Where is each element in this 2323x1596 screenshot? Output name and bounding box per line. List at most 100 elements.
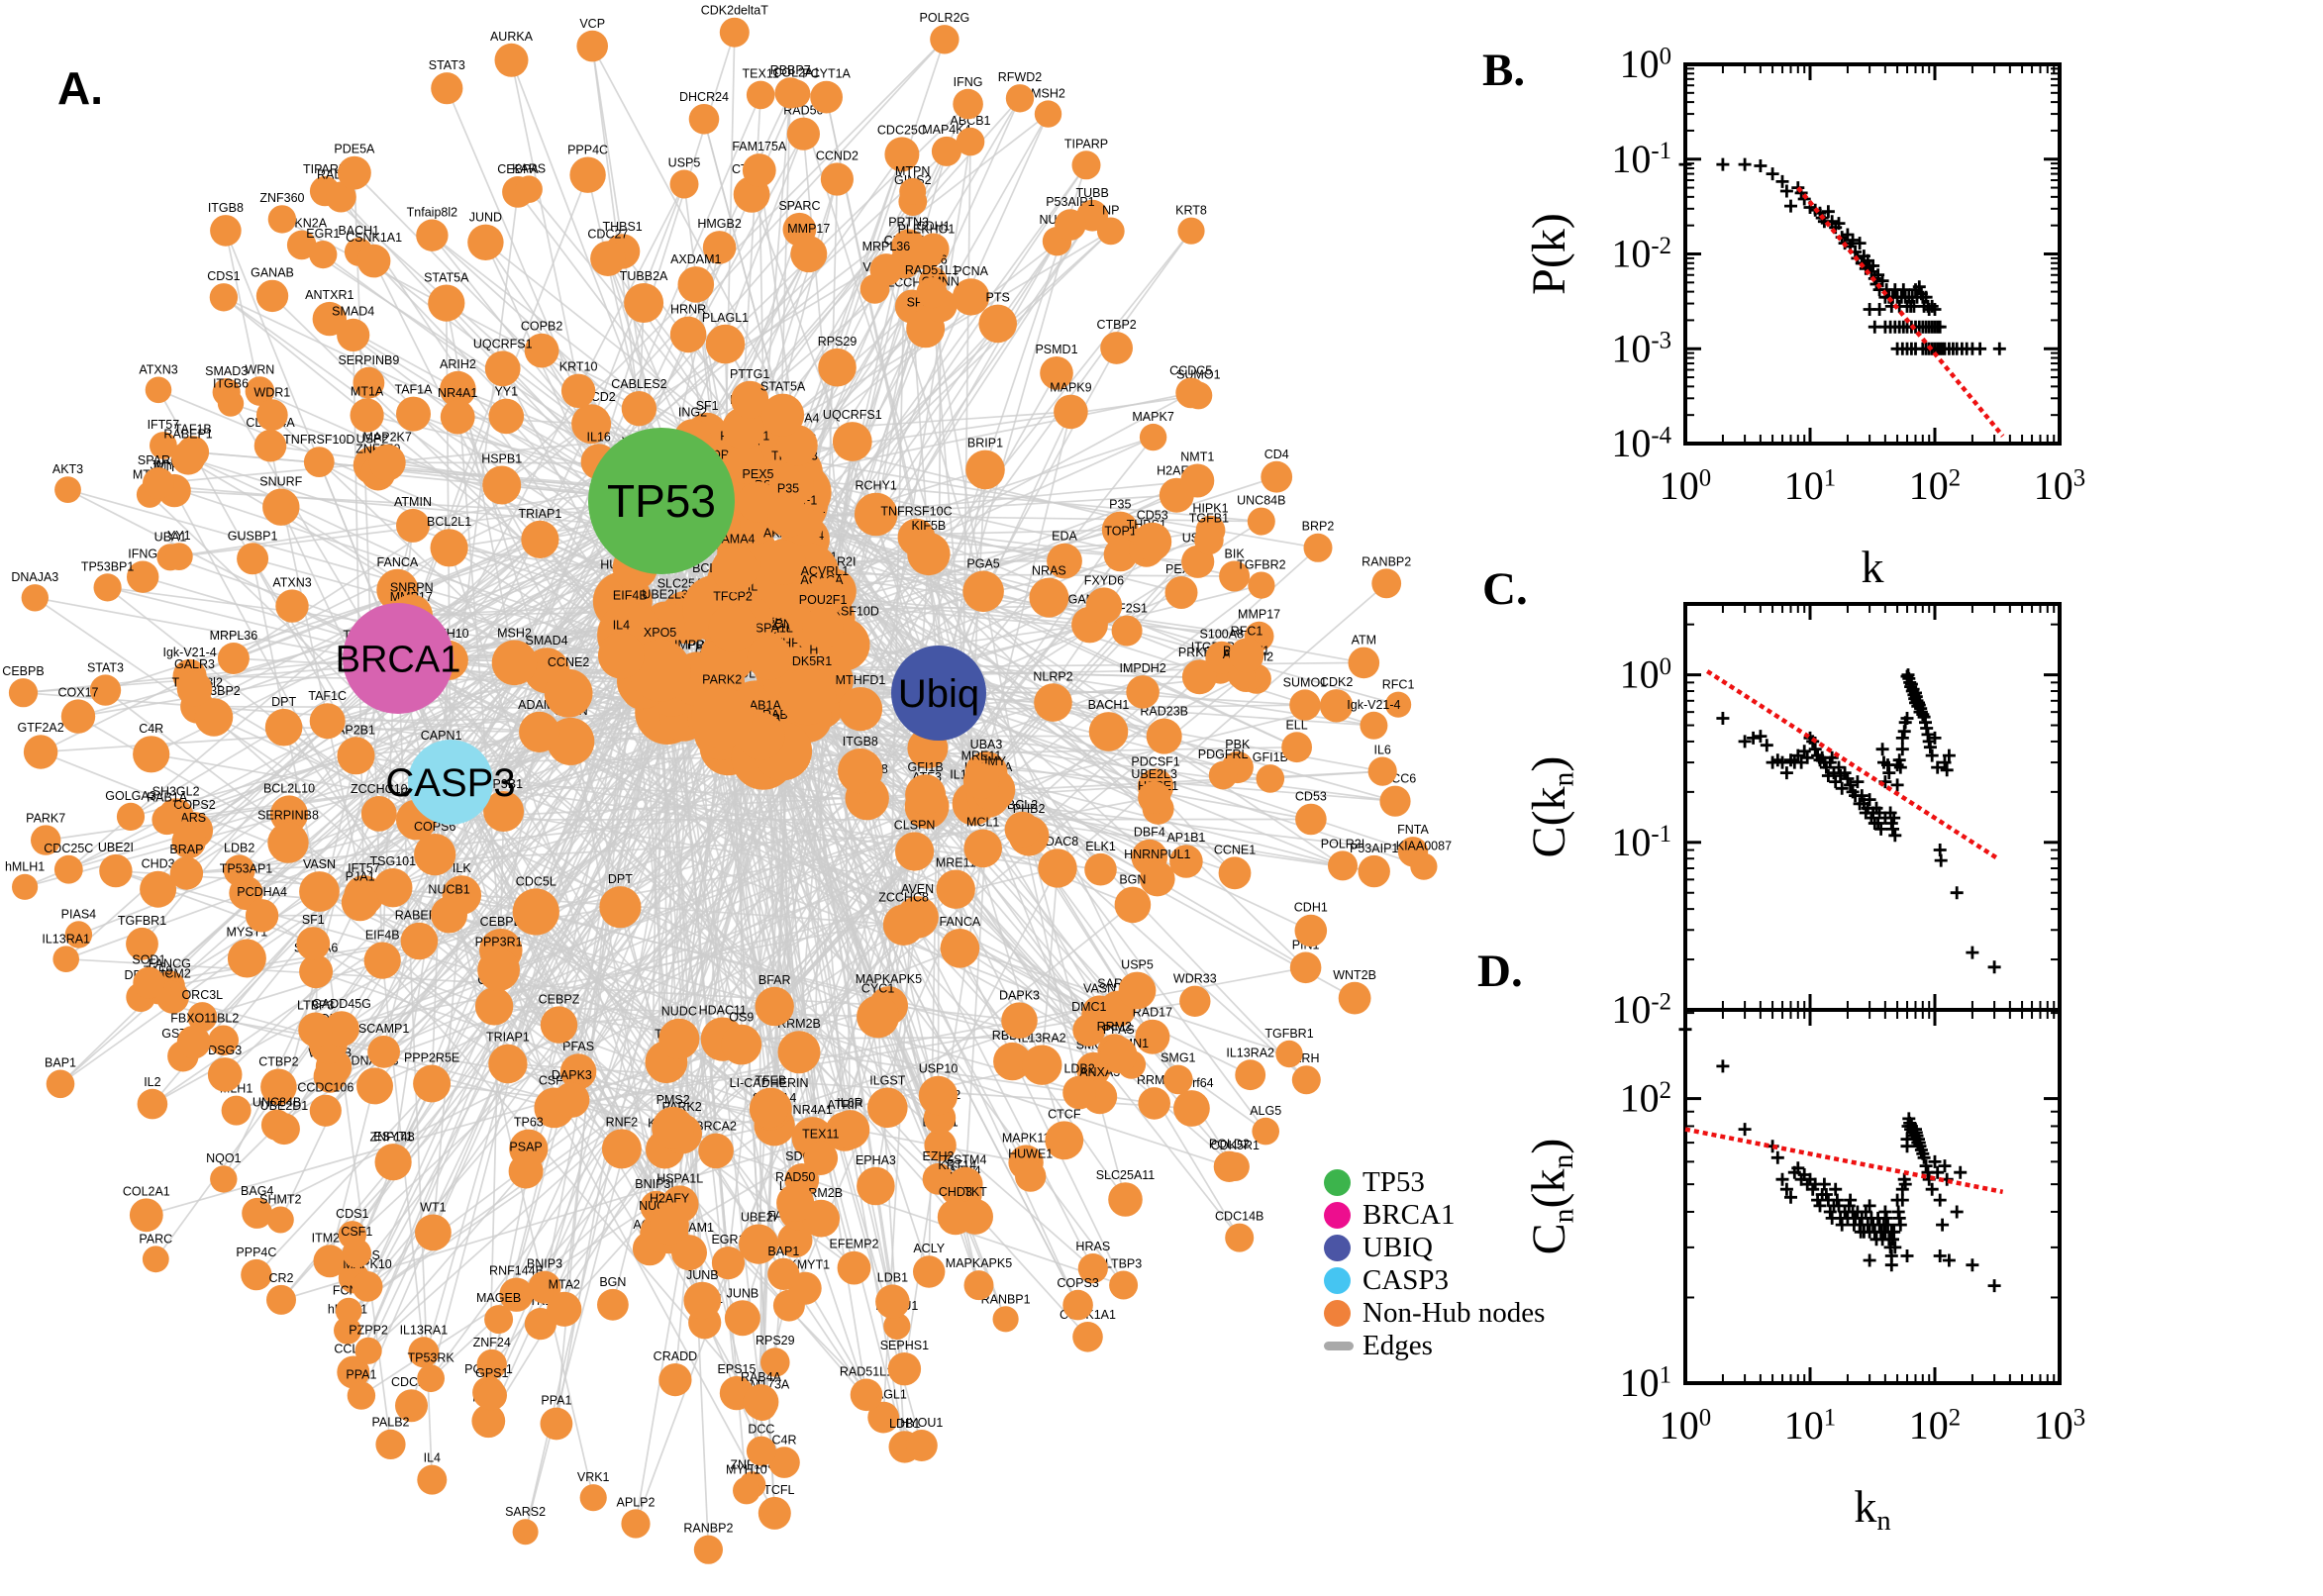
network-node-label: SF1 (302, 913, 325, 927)
network-node-label: SPARC (138, 453, 179, 467)
network-node (750, 1089, 788, 1129)
fit-line (1684, 1127, 2004, 1195)
network-node-label: PPA1 (346, 1367, 376, 1381)
network-node-label: PEX5 (743, 467, 774, 481)
network-node (142, 1246, 169, 1273)
network-node-label: GANAB (251, 266, 294, 280)
network-node (1100, 332, 1133, 364)
network-node-label: P53AIP1 (1046, 195, 1094, 209)
network-node (724, 1300, 760, 1337)
network-node-label: PARK2 (702, 673, 742, 687)
network-node (767, 495, 809, 538)
network-node (733, 1476, 760, 1505)
network-node (54, 476, 81, 503)
network-node-label: HSPA1L (747, 621, 793, 635)
network-node (1218, 856, 1252, 890)
network-node-label: MRPL36 (210, 629, 258, 643)
network-node (1219, 560, 1251, 592)
network-node (924, 1129, 957, 1161)
network-node (484, 350, 521, 387)
network-node (857, 1166, 895, 1206)
hub-node-ubiq (891, 646, 986, 741)
network-node (528, 1270, 561, 1304)
network-node-label: CDC25C (877, 123, 927, 137)
network-node (777, 1031, 821, 1074)
network-node-label: DHCR24 (679, 90, 729, 104)
network-node-label: PARK7 (26, 811, 65, 825)
network-node (1261, 460, 1293, 493)
network-node-label: BAP1 (45, 1055, 76, 1069)
network-node-label: BACH1 (338, 224, 379, 238)
network-node (884, 137, 920, 172)
network-node (1248, 571, 1275, 599)
network-node (350, 398, 384, 433)
network-node-label: ILGST (869, 1074, 905, 1088)
network-node-label: BACH1 (1088, 698, 1130, 712)
network-node-label: ZNF148 (370, 1130, 415, 1144)
network-node-label: MAPK11 (1002, 1131, 1050, 1145)
network-node (940, 929, 980, 968)
network-node-label: USP5 (668, 156, 701, 170)
network-node-label: MSH2 (1031, 86, 1065, 100)
edge-swatch-icon (1324, 1342, 1354, 1350)
network-node-label: COL2A1 (772, 65, 820, 79)
network-node-label: ZCCHC8 (878, 890, 929, 904)
network-node-label: HSPA1L (656, 1171, 703, 1185)
network-node (334, 1316, 361, 1345)
hub-node-brca1 (343, 603, 454, 714)
network-node (298, 1012, 334, 1047)
scatter-points (1678, 157, 2006, 355)
network-node (1289, 689, 1321, 721)
network-node (127, 560, 159, 593)
network-node-label: SMAD4 (526, 634, 568, 648)
network-node-label: IFT57 (148, 418, 180, 432)
network-node (176, 670, 213, 707)
network-node (1045, 1121, 1084, 1160)
network-node-label: UBE2D1 (260, 1099, 309, 1113)
network-node (338, 155, 371, 190)
network-node (1005, 84, 1035, 113)
network-node-label: SHMT2 (259, 1193, 301, 1207)
legend-item-brca1: BRCA1 (1324, 1199, 1545, 1232)
network-node (207, 1057, 243, 1092)
network-node (1133, 522, 1172, 561)
network-node (711, 1247, 746, 1280)
network-node (31, 825, 61, 855)
network-node (857, 995, 900, 1039)
y-tick-label: 102 (1620, 1076, 1671, 1121)
network-node-label: PDE5A (334, 143, 375, 156)
network-node-label: PDCSF1 (1131, 754, 1179, 768)
network-node-label: ZNF24 (473, 1336, 511, 1349)
legend-item-ubiq: UBIQ (1324, 1232, 1545, 1264)
network-node-label: NUCB1 (428, 883, 469, 897)
network-node (1085, 587, 1123, 624)
network-node (671, 1235, 707, 1271)
network-node-label: WRN (245, 362, 274, 376)
network-node-label: RAB4A (741, 1370, 782, 1384)
network-node (375, 1429, 406, 1459)
network-node-label: ITGB8 (208, 201, 244, 215)
scatter-points (1716, 668, 2001, 974)
network-node-label: PPP4C (236, 1246, 276, 1259)
network-node (337, 1355, 370, 1389)
network-node-label: EZH2 (923, 1149, 955, 1163)
network-node (768, 1446, 800, 1478)
network-node-label: PTTG1 (730, 367, 769, 381)
network-node-label: CD53 (1295, 790, 1327, 804)
network-node-label: CDS1 (336, 1207, 368, 1221)
network-node-label: CABLES2 (611, 377, 666, 391)
network-node-label: IL4 (424, 1451, 441, 1465)
network-node (683, 1281, 722, 1320)
chart-b: 100 101 102 103 100 10-1 10-2 10-3 10-4 k P(k) (1523, 42, 2085, 592)
network-node-label: HRAS (1075, 1240, 1110, 1253)
network-node-label: SMAD3 (205, 364, 248, 378)
network-node (854, 492, 898, 537)
network-node-label: TFCP2 (713, 590, 753, 604)
network-node (1295, 803, 1327, 836)
network-node (21, 584, 49, 612)
network-node (1077, 1253, 1108, 1284)
network-node (1164, 576, 1198, 609)
y-tick-label: 10-2 (1611, 987, 1671, 1032)
network-node-label: JUNB (686, 1268, 719, 1282)
network-node (899, 177, 927, 205)
